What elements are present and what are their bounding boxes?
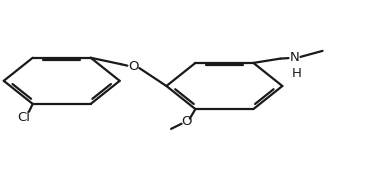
Text: O: O (181, 115, 191, 128)
Text: N: N (289, 51, 300, 64)
Text: H: H (292, 67, 302, 80)
Text: Cl: Cl (17, 111, 30, 124)
Text: O: O (128, 60, 139, 73)
